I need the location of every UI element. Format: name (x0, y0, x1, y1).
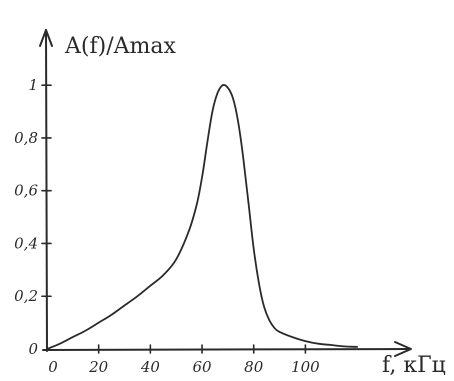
resonance-curve (47, 85, 357, 349)
x-tick-label: 20 (88, 358, 109, 376)
y-tick-label: 0,4 (14, 234, 38, 252)
x-axis-label: f, кГц (382, 353, 446, 378)
y-tick-label: 0,2 (14, 287, 38, 305)
x-tick-label: 40 (140, 358, 161, 376)
series (47, 85, 357, 349)
axes (40, 30, 411, 356)
y-tick-label: 1 (28, 76, 38, 94)
y-tick-label: 0,8 (14, 129, 38, 147)
y-tick-label: 0,6 (14, 182, 38, 200)
y-axis-label: A(f)/Amax (64, 34, 176, 59)
ticks: 0 0,2 0,4 0,6 0,8 1 0 20 40 60 80 100 (14, 76, 320, 376)
x-tick-label: 100 (291, 358, 320, 376)
x-tick-label: 80 (244, 358, 264, 376)
x-tick-label: 0 (48, 358, 58, 376)
x-tick-label: 60 (192, 358, 212, 376)
y-tick-label: 0 (28, 340, 38, 358)
